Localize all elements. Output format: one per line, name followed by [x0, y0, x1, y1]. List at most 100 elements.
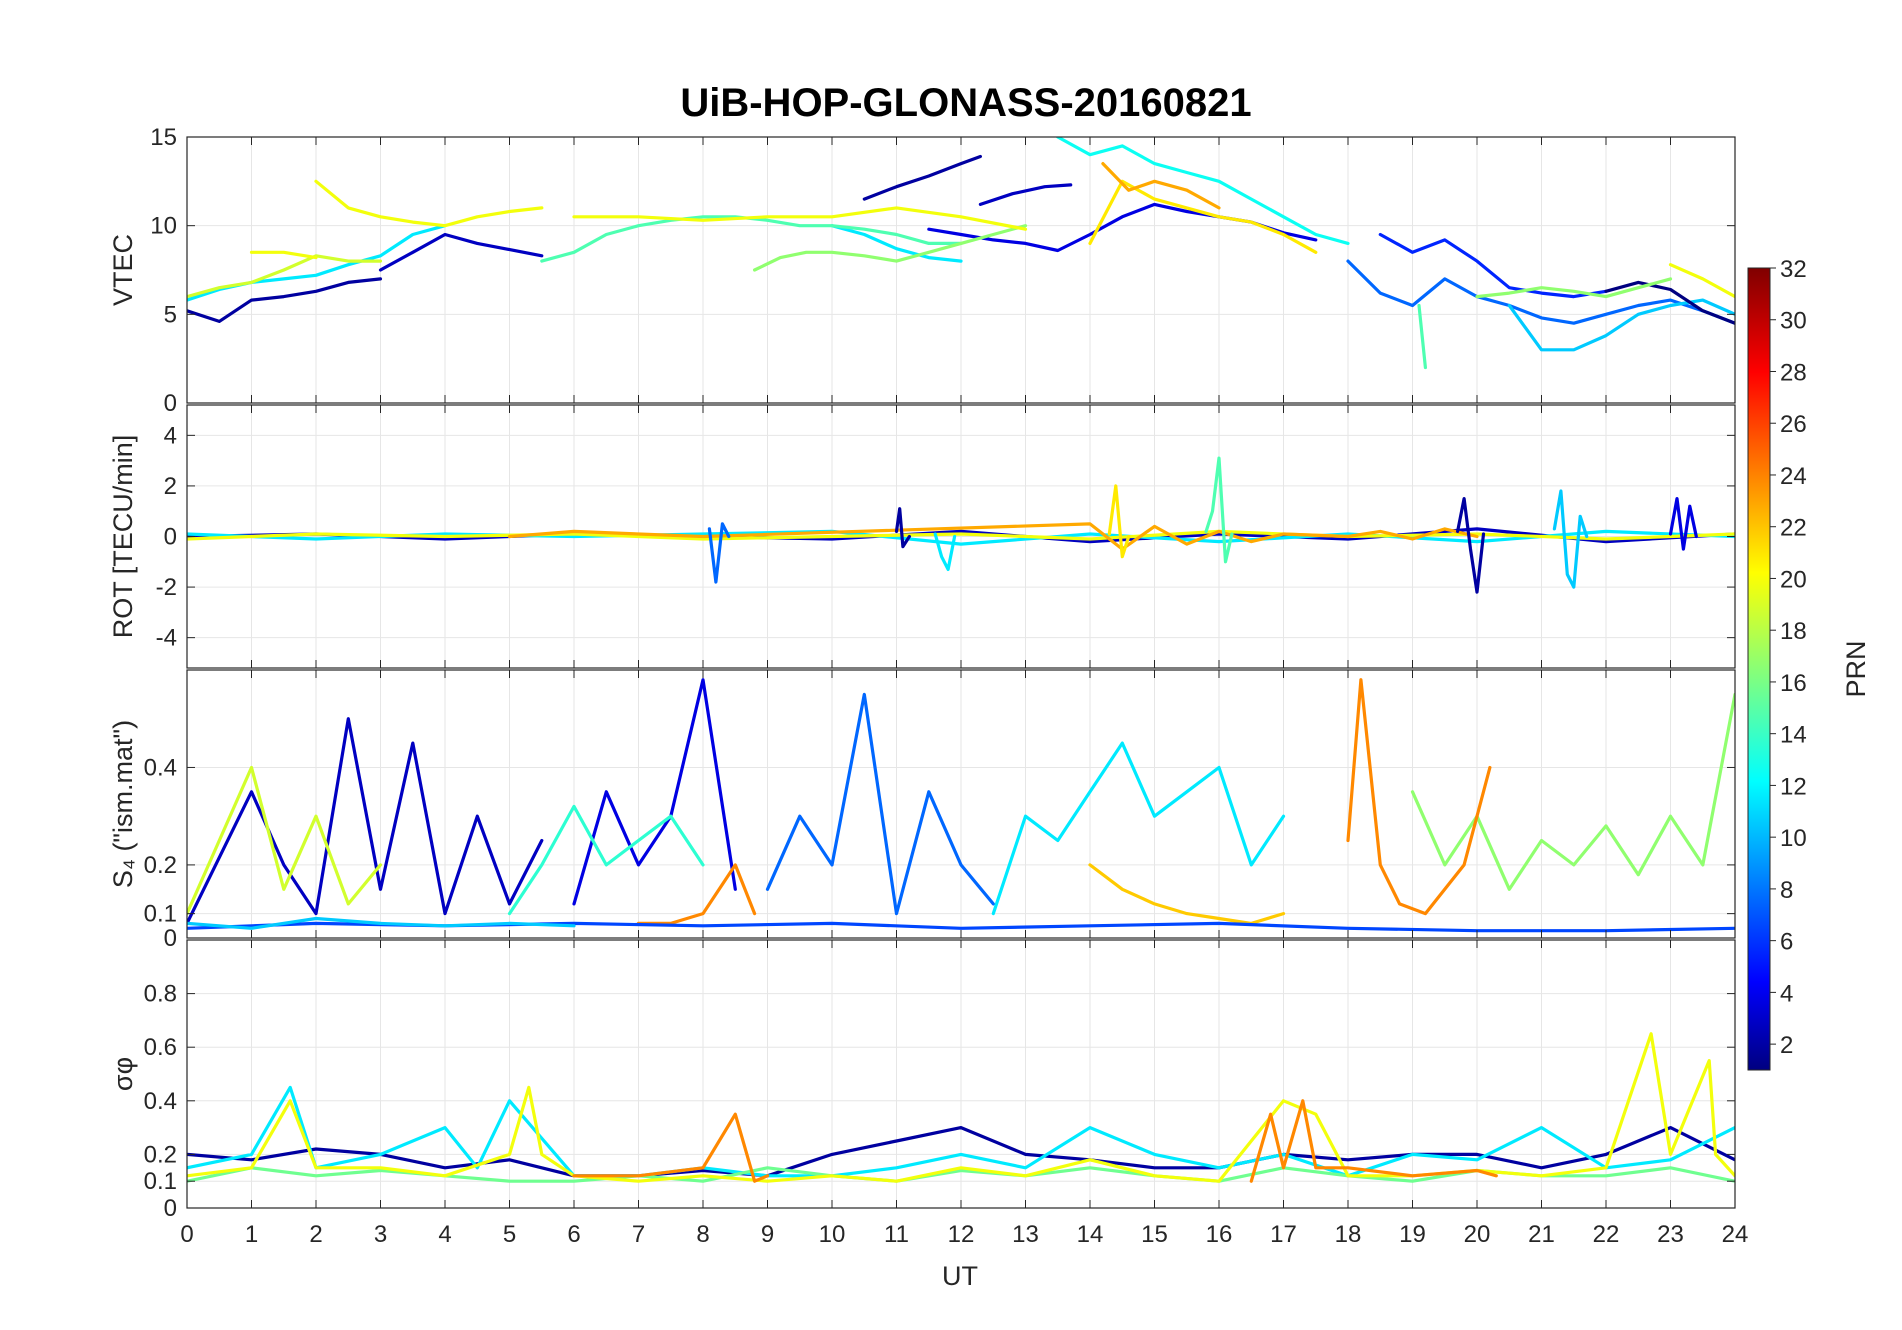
x-tick-label: 8	[696, 1221, 709, 1248]
x-tick-label: 18	[1335, 1221, 1362, 1248]
chart-title: UiB-HOP-GLONASS-20160821	[680, 81, 1251, 125]
panel-s4-series	[187, 678, 1735, 933]
colorbar-gradient	[1747, 267, 1771, 1071]
colorbar-tick-label: 26	[1780, 411, 1807, 438]
series-line-prn-24	[572, 1112, 770, 1183]
series-line-prn-20	[187, 1032, 1735, 1183]
x-tick-label: 9	[761, 1221, 774, 1248]
series-line-prn-20	[187, 529, 1735, 541]
panel-rot-ylabel: ROT [TECU/min]	[108, 435, 138, 639]
x-tick-label: 19	[1399, 1221, 1426, 1248]
colorbar-tick-label: 22	[1780, 515, 1807, 542]
series-line-prn-8	[1346, 259, 1735, 325]
series-line-prn-21	[1088, 179, 1318, 254]
y-tick-label: 2	[164, 473, 177, 500]
series-line-prn-8	[707, 522, 731, 584]
panel-sigma-ylabel: σφ	[108, 1057, 138, 1091]
colorbar-tick-label: 28	[1780, 359, 1807, 386]
x-tick-label: 0	[180, 1221, 193, 1248]
series-line-prn-2	[1455, 497, 1486, 594]
series-line-prn-20	[572, 206, 1028, 231]
x-tick-label: 11	[884, 1221, 909, 1248]
colorbar-tick-label: 30	[1780, 308, 1807, 335]
series-line-prn-13	[1056, 137, 1350, 245]
panel-vtec-ylabel: VTEC	[108, 234, 138, 306]
series-line-prn-2	[187, 1125, 1735, 1178]
series-line-prn-3	[978, 183, 1073, 206]
series-line-prn-12	[991, 741, 1286, 916]
y-tick-label: -2	[156, 574, 177, 601]
panel-rot-series	[187, 456, 1735, 594]
x-tick-label: 4	[438, 1221, 451, 1248]
x-axis-label: UT	[942, 1261, 978, 1291]
x-tick-label: 17	[1270, 1221, 1297, 1248]
y-tick-label: -4	[156, 625, 177, 652]
series-line-prn-2	[187, 277, 383, 323]
series-line-prn-12	[187, 1085, 1735, 1178]
series-line-prn-2	[894, 507, 912, 549]
y-tick-label: 0.1	[144, 1168, 177, 1195]
series-line-prn-11	[1552, 489, 1589, 589]
series-line-prn-19	[187, 254, 383, 299]
series-line-prn-15	[1204, 456, 1234, 564]
colorbar-tick-label: 4	[1780, 980, 1793, 1007]
panel-vtec: 0 5 10 15 VTEC	[108, 124, 1736, 417]
panel-s4: 00.1 0.2 0.4S₄ ("ism.mat")	[108, 669, 1736, 952]
series-line-prn-23	[507, 522, 1479, 551]
series-line-prn-20	[314, 179, 544, 228]
x-tick-label: 20	[1464, 1221, 1491, 1248]
series-line-prn-20	[249, 250, 318, 260]
y-tick-label: 0	[164, 925, 177, 952]
series-line-prn-2	[862, 154, 983, 201]
x-tick-label: 7	[632, 1221, 645, 1248]
colorbar-tick-label: 24	[1780, 463, 1807, 490]
colorbar-label: PRN	[1841, 640, 1871, 697]
x-tick-label: 21	[1528, 1221, 1555, 1248]
y-tick-label: 0.2	[144, 852, 177, 879]
x-tick-label: 24	[1722, 1221, 1749, 1248]
x-tick-label: 14	[1077, 1221, 1104, 1248]
series-line-prn-14	[507, 804, 705, 916]
y-tick-label: 0	[164, 1195, 177, 1222]
series-line-prn-4	[1668, 497, 1698, 551]
series-line-prn-19	[187, 765, 383, 916]
panel-sigma-series	[187, 1032, 1735, 1183]
series-line-prn-15	[1417, 303, 1428, 370]
series-line-prn-1	[1604, 280, 1735, 325]
colorbar-tick-label: 18	[1780, 618, 1807, 645]
y-tick-label: 4	[164, 422, 177, 449]
series-line-prn-20	[1668, 263, 1735, 299]
x-tick-label: 13	[1012, 1221, 1039, 1248]
series-line-prn-11	[1507, 298, 1735, 352]
series-line-prn-24	[1346, 678, 1492, 916]
colorbar-tick-label: 20	[1780, 566, 1807, 593]
x-tick-label: 12	[948, 1221, 975, 1248]
y-tick-label: 10	[150, 213, 177, 240]
x-tick-label: 10	[819, 1221, 846, 1248]
y-tick-label: 0.4	[144, 754, 177, 781]
series-line-prn-24	[1249, 1099, 1498, 1183]
series-line-prn-3	[378, 232, 544, 272]
x-tick-label: 2	[309, 1221, 322, 1248]
colorbar-tick-label: 10	[1780, 825, 1807, 852]
series-line-prn-8	[765, 692, 995, 916]
y-tick-label: 0.1	[144, 901, 177, 928]
y-tick-label: 0.2	[144, 1141, 177, 1168]
colorbar-tick-label: 32	[1780, 256, 1807, 283]
series-line-prn-3	[187, 717, 544, 926]
series-line-prn-4	[572, 678, 737, 906]
series-line-prn-17	[752, 224, 1028, 272]
y-tick-label: 5	[164, 301, 177, 328]
series-line-prn-3	[187, 527, 1735, 544]
y-tick-label: 15	[150, 124, 177, 151]
colorbar-tick-label: 6	[1780, 929, 1793, 956]
series-line-prn-6	[1378, 232, 1608, 299]
x-tick-label: 22	[1593, 1221, 1620, 1248]
y-tick-label: 0.4	[144, 1088, 177, 1115]
x-tick-label: 5	[503, 1221, 516, 1248]
panel-sigma: 00.10.2 0.4 0.6 0.8 σφ	[108, 939, 1736, 1222]
